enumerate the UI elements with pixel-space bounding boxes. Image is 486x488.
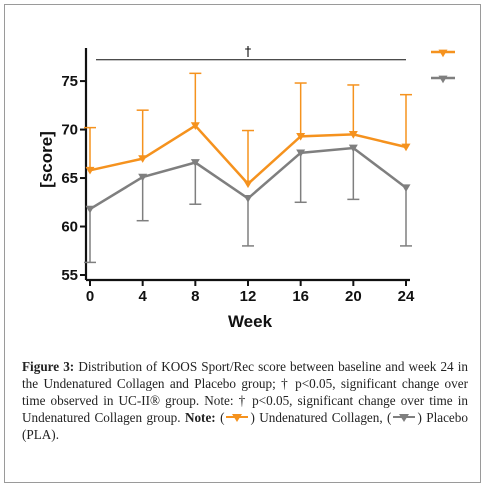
significance-dagger: †	[245, 45, 252, 60]
figure-label: Figure 3:	[22, 359, 75, 374]
figure-frame	[4, 4, 481, 483]
data-point	[138, 173, 148, 182]
x-tick-label: 8	[191, 288, 199, 305]
x-axis-title: Week	[228, 312, 273, 331]
caption-legend-open: (	[215, 410, 225, 425]
x-tick-label: 24	[398, 288, 415, 305]
x-tick-label: 12	[240, 288, 257, 305]
legend-marker	[438, 75, 448, 84]
caption-legend-item-1: ) Undenatured Collagen, (	[250, 410, 392, 425]
y-tick-label: 75	[61, 73, 78, 90]
caption-legend-gray-icon	[393, 414, 416, 422]
chart-axes: 55 60 65 70 75 0 4 8 12 16 20 24 Week [score]	[37, 48, 415, 331]
data-point	[85, 205, 95, 214]
caption-note-label: Note:	[184, 410, 216, 425]
significance-annotation: †	[96, 45, 406, 61]
y-tick-label: 65	[61, 170, 78, 187]
data-point	[243, 195, 253, 203]
data-point	[348, 131, 358, 139]
data-point	[401, 184, 411, 193]
x-tick-label: 0	[86, 288, 94, 305]
data-point	[190, 122, 200, 130]
series-layer	[84, 72, 412, 264]
y-axis-title: [score]	[37, 131, 56, 188]
caption-legend-orange-icon	[226, 414, 249, 422]
caption-legend-item-2: ) Placebo (PLA).	[22, 410, 468, 442]
y-tick-label: 70	[61, 122, 78, 139]
data-point	[348, 144, 358, 153]
x-tick-label: 16	[292, 288, 309, 305]
data-point	[243, 180, 253, 189]
series-gray	[84, 144, 412, 264]
data-point	[190, 159, 200, 167]
line-chart: 55 60 65 70 75 0 4 8 12 16 20 24 Week [score] †	[37, 45, 455, 331]
data-point	[138, 155, 148, 163]
data-point	[401, 143, 411, 152]
series-orange	[84, 72, 412, 189]
x-tick-label: 20	[345, 288, 362, 305]
figure-caption: Figure 3: Distribution of KOOS Sport/Rec…	[22, 358, 468, 443]
legend	[431, 49, 455, 84]
data-point	[296, 132, 306, 141]
y-tick-label: 55	[61, 267, 78, 284]
y-tick-label: 60	[61, 219, 78, 236]
caption-text: Distribution of KOOS Sport/Rec score bet…	[22, 359, 469, 425]
x-tick-label: 4	[138, 288, 147, 305]
legend-marker	[438, 49, 448, 58]
data-point	[85, 166, 95, 175]
data-point	[296, 149, 306, 158]
